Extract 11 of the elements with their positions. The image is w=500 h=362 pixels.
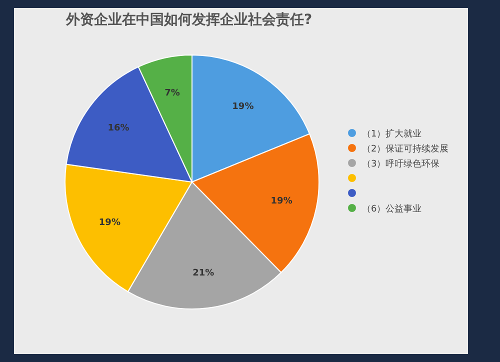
legend-label: （6）公益事业 (362, 204, 422, 214)
legend-label: （2）保证可持续发展 (362, 144, 449, 154)
data-label: 19% (270, 196, 292, 206)
legend-label: （1）扩大就业 (362, 128, 422, 140)
data-label: 7% (164, 88, 180, 99)
data-label: 19% (232, 102, 254, 112)
legend-label: （3）呼吁绿色环保 (362, 158, 440, 170)
chart-title: 外资企业在中国如何发挥企业社会责任? (65, 12, 312, 28)
data-label: 16% (108, 124, 130, 134)
data-label: 21% (192, 268, 214, 279)
data-label: 19% (98, 218, 120, 228)
